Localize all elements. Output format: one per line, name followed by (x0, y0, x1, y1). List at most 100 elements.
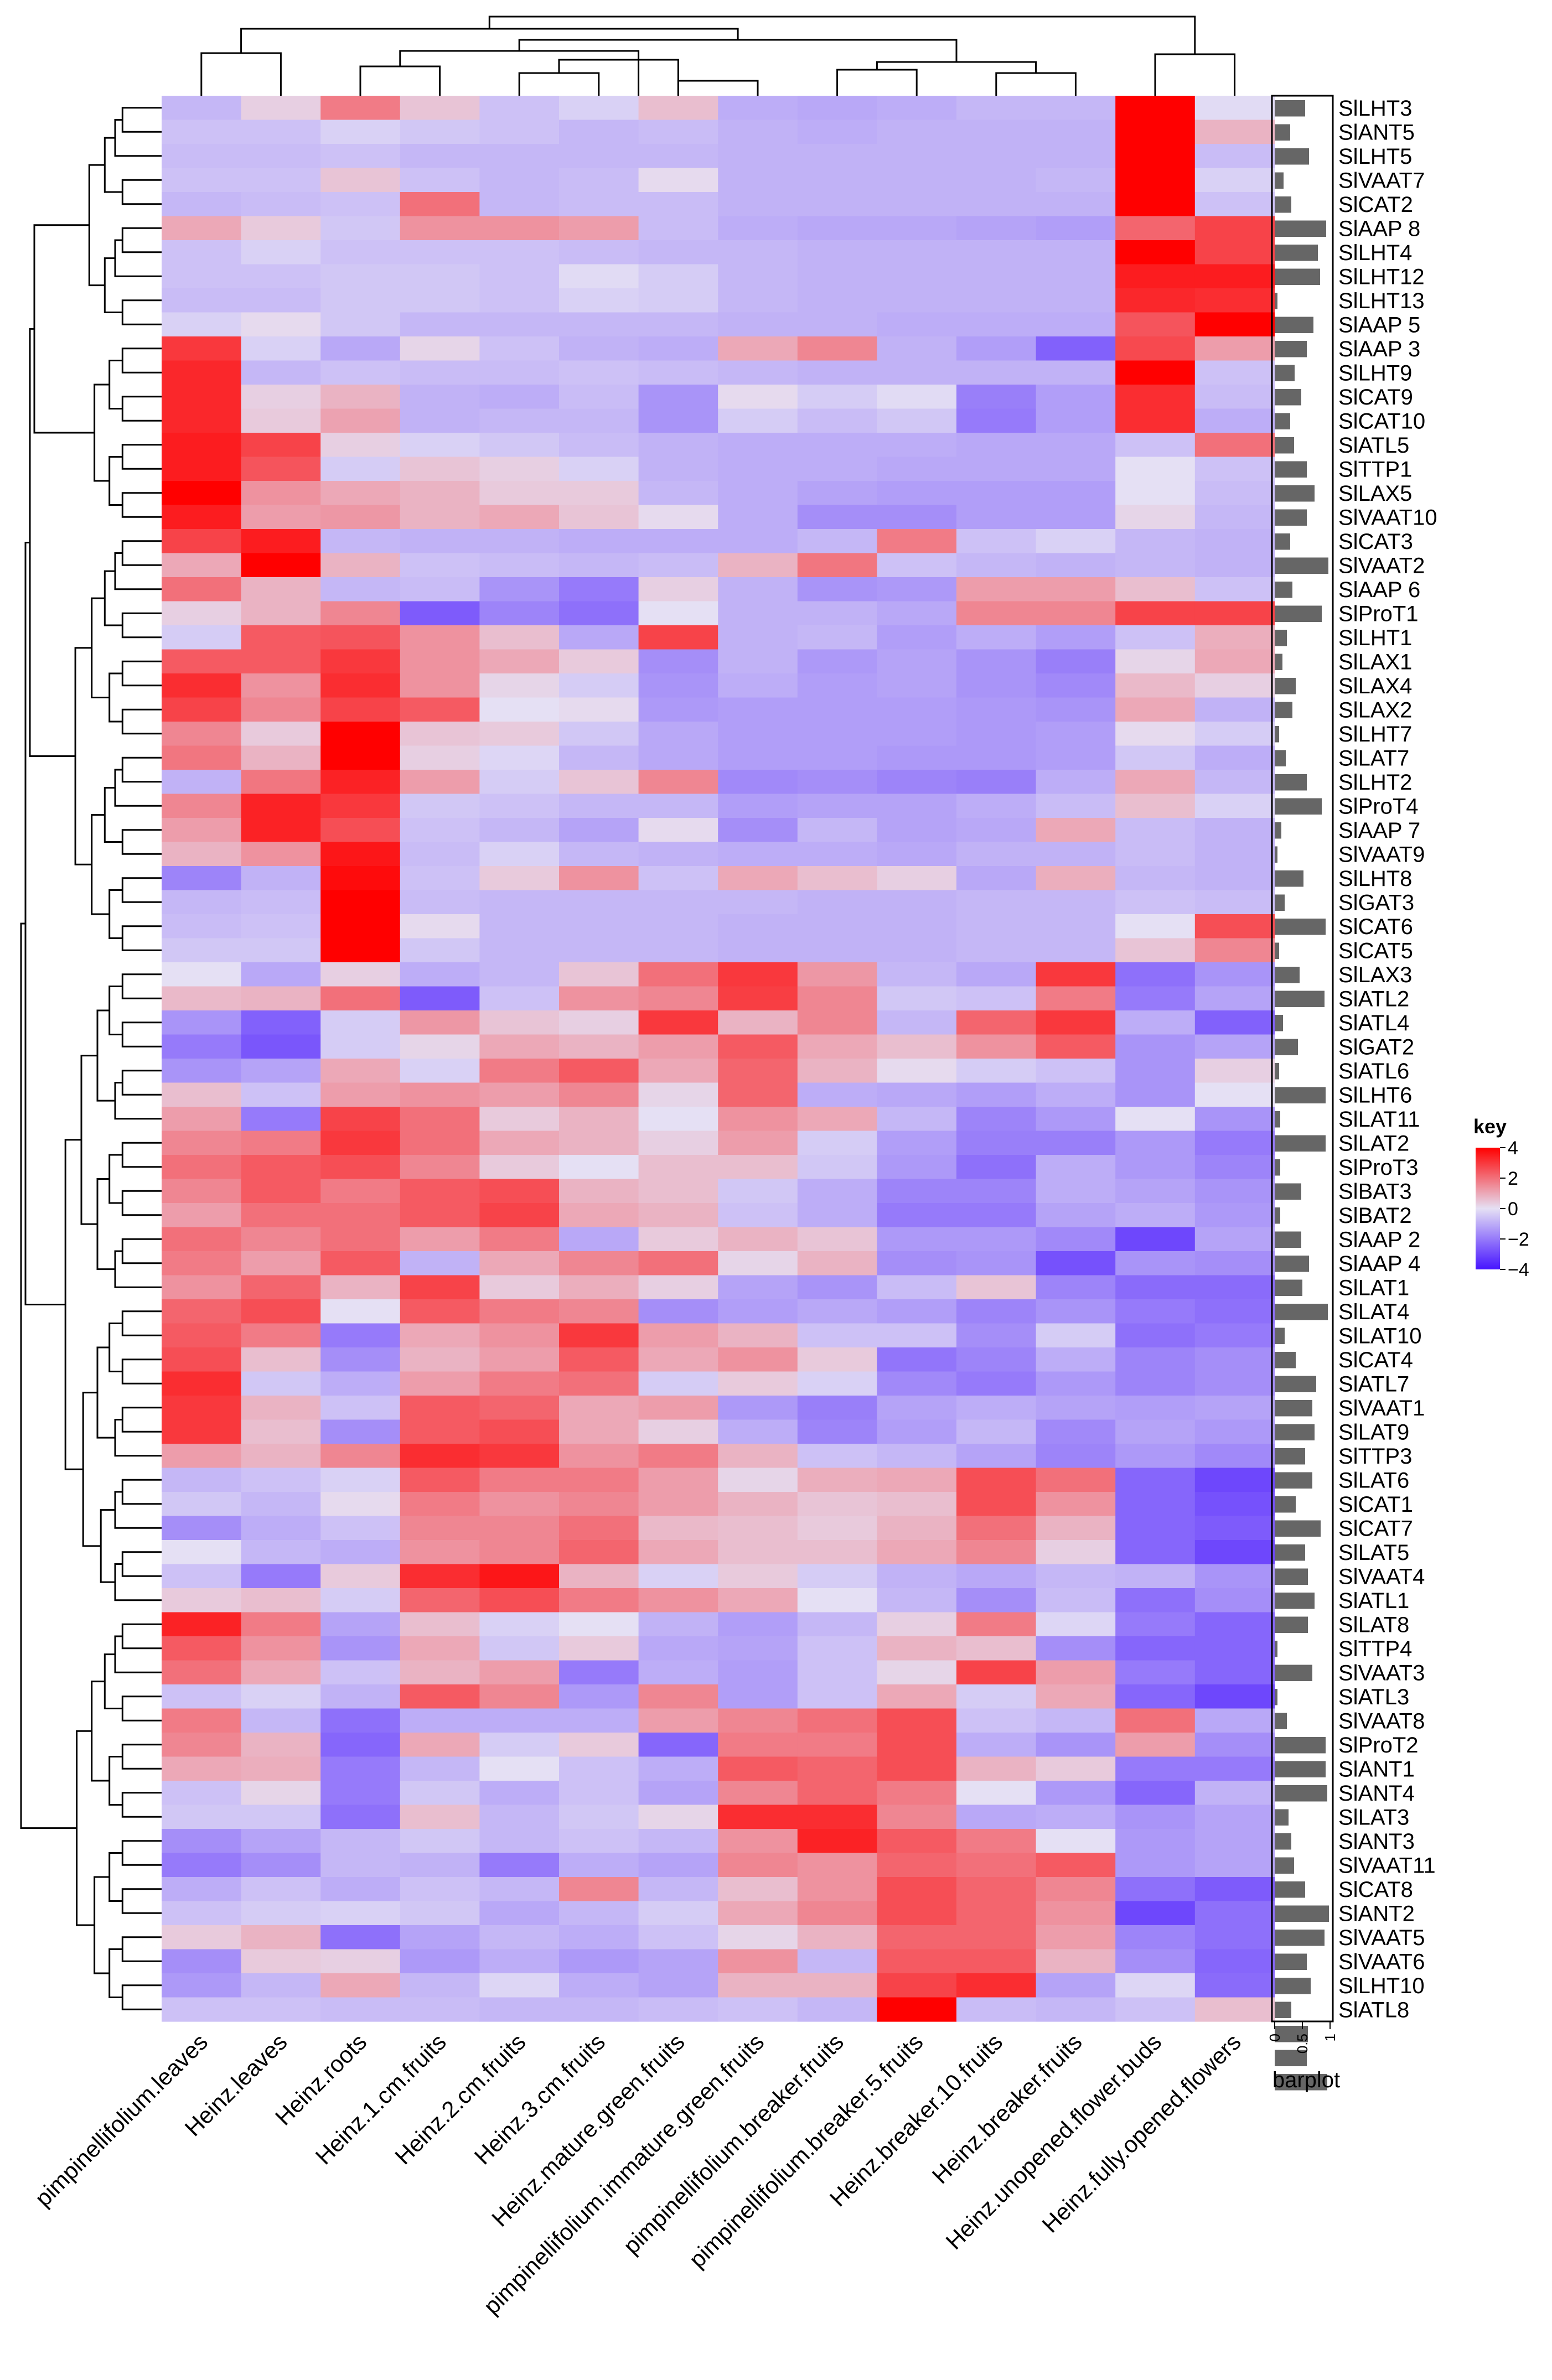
heatmap-cell (320, 1034, 401, 1059)
heatmap-cell (1036, 288, 1116, 313)
heatmap-cell (1115, 505, 1196, 530)
row-label: SlCAT1 (1338, 1492, 1413, 1517)
color-key-tick-label: −2 (1508, 1229, 1529, 1250)
heatmap-cell (1036, 1444, 1116, 1469)
row-dendrogram-branch (121, 1070, 162, 1096)
heatmap-cell (1194, 1419, 1275, 1444)
heatmap-cell (638, 1492, 718, 1517)
heatmap-cell (638, 722, 718, 746)
heatmap-cell (400, 1708, 480, 1733)
heatmap-cell (479, 722, 560, 746)
heatmap-cell (479, 1853, 560, 1878)
heatmap-cell (1036, 1371, 1116, 1396)
heatmap-cell (956, 240, 1037, 265)
heatmap-cell (1115, 1082, 1196, 1107)
heatmap-cell (320, 1708, 401, 1733)
heatmap-cell (877, 433, 957, 458)
heatmap-cell (1115, 408, 1196, 433)
heatmap-cell (241, 1588, 321, 1613)
row-label: SlLHT6 (1338, 1083, 1412, 1107)
row-dendrogram-branch (108, 1756, 123, 1806)
heatmap-cell (1194, 1901, 1275, 1926)
heatmap-cell (877, 385, 957, 409)
heatmap-cell (638, 1949, 718, 1974)
heatmap-cell (400, 1829, 480, 1854)
heatmap-cell (718, 986, 798, 1011)
heatmap-cell (162, 336, 242, 361)
column-dendrogram-branch (836, 69, 918, 96)
heatmap-cell (1194, 1660, 1275, 1685)
heatmap-cell (162, 962, 242, 987)
heatmap-cell (400, 890, 480, 915)
row-label: SlLHT5 (1338, 144, 1412, 169)
heatmap-cell (1194, 1708, 1275, 1733)
heatmap-cell (1194, 1877, 1275, 1902)
heatmap-cell (956, 385, 1037, 409)
heatmap-cell (559, 1251, 639, 1276)
heatmap-cell (320, 1107, 401, 1132)
heatmap-cell (1194, 336, 1275, 361)
heatmap-cell (320, 457, 401, 481)
heatmap-cell (559, 986, 639, 1011)
heatmap-cell (241, 1203, 321, 1228)
heatmap-cell (797, 1227, 877, 1252)
heatmap-cell (162, 601, 242, 626)
heatmap-cell (638, 1179, 718, 1204)
heatmap-cell (718, 144, 798, 169)
heatmap-cell (1115, 794, 1196, 818)
heatmap-cell (320, 385, 401, 409)
heatmap-cell (797, 529, 877, 554)
heatmap-cell (877, 1853, 957, 1878)
heatmap-cell (559, 481, 639, 506)
heatmap-cell (638, 1251, 718, 1276)
heatmap-cell (956, 722, 1037, 746)
color-key-tick-label: 4 (1508, 1138, 1518, 1159)
heatmap-cell (400, 433, 480, 458)
heatmap-cell (559, 722, 639, 746)
heatmap-cell (479, 1564, 560, 1589)
row-label: SlLAX2 (1338, 698, 1412, 722)
heatmap-cell (400, 240, 480, 265)
heatmap-cell (1036, 336, 1116, 361)
heatmap-cell (1194, 697, 1275, 722)
heatmap-cell (797, 1805, 877, 1829)
row-label: SlTTP3 (1338, 1444, 1412, 1469)
heatmap-cell (559, 794, 639, 818)
heatmap-cell (320, 745, 401, 770)
heatmap-cell (320, 1540, 401, 1565)
heatmap-cell (877, 120, 957, 144)
heatmap-cell (400, 914, 480, 939)
row-dendrogram-branch (96, 1346, 115, 1439)
row-dendrogram-branch (121, 1310, 162, 1336)
column-dendrogram-branch (558, 59, 679, 96)
heatmap-cell (1194, 1251, 1275, 1276)
heatmap-cell (400, 120, 480, 144)
heatmap-cell (320, 481, 401, 506)
heatmap-cell (320, 1492, 401, 1517)
heatmap-cell (877, 1347, 957, 1372)
heatmap-cell (559, 1901, 639, 1926)
heatmap-cell (1036, 1419, 1116, 1444)
row-label: SlVAAT7 (1338, 168, 1425, 193)
heatmap-cell (1036, 794, 1116, 818)
heatmap-cell (479, 1227, 560, 1252)
row-label: SlANT3 (1338, 1829, 1415, 1854)
barplot-bar (1275, 413, 1290, 429)
row-dendrogram-branch (108, 456, 123, 506)
color-key-title: key (1473, 1115, 1507, 1138)
color-key-tick-label: 2 (1508, 1168, 1518, 1189)
heatmap-cell (559, 168, 639, 193)
heatmap-cell (559, 1059, 639, 1083)
barplot-bar (1275, 245, 1318, 261)
heatmap-cell (956, 914, 1037, 939)
heatmap-cell (162, 144, 242, 169)
heatmap-cell (1115, 1131, 1196, 1155)
heatmap-cell (956, 1347, 1037, 1372)
heatmap-cell (1115, 1829, 1196, 1854)
heatmap-cell (718, 962, 798, 987)
heatmap-cell (638, 1660, 718, 1685)
heatmap-cell (877, 1660, 957, 1685)
heatmap-cell (1115, 1612, 1196, 1637)
heatmap-cell (797, 1781, 877, 1806)
row-dendrogram-branch (121, 1142, 162, 1168)
